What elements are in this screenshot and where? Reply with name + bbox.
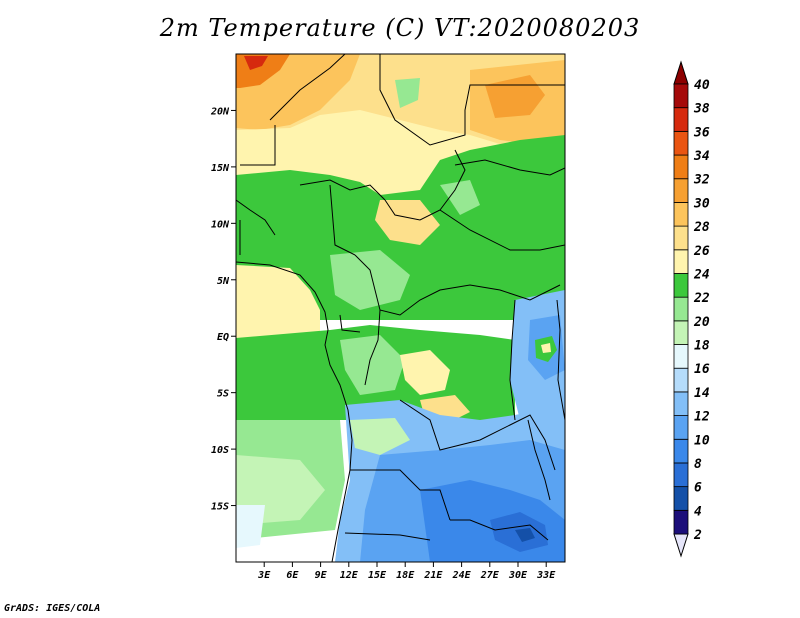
lat-tick-label: 10N xyxy=(211,219,230,230)
colorbar-swatch xyxy=(673,225,689,251)
lon-tick-label: 3E xyxy=(257,570,271,581)
lon-tick-label: 30E xyxy=(508,570,528,581)
colorbar-swatch xyxy=(673,273,689,298)
lon-tick-label: 6E xyxy=(286,570,299,581)
region-gulf-of-guinea-ocean xyxy=(236,265,320,338)
colorbar-max-arrow xyxy=(673,60,689,85)
colorbar-swatch xyxy=(673,178,689,203)
colorbar-swatch xyxy=(673,462,689,488)
colorbar-label: 8 xyxy=(694,457,702,472)
grads-credit: GrADS: IGES/COLA xyxy=(4,603,101,614)
colorbar-swatch xyxy=(673,83,689,109)
map-frame xyxy=(235,53,566,563)
lat-tick-label: 5N xyxy=(217,276,230,287)
lon-tick-label: 24E xyxy=(452,570,472,581)
longitude-axis: 3E 6E 9E 12E 15E 18E 21E 24E 27E 30E 33E xyxy=(257,562,556,581)
colorbar-swatch xyxy=(673,130,689,156)
colorbar-swatch xyxy=(673,202,689,227)
lon-tick-label: 21E xyxy=(423,570,443,581)
lat-tick-label: 20N xyxy=(210,106,230,117)
colorbar-swatch xyxy=(673,320,689,345)
colorbar-swatch xyxy=(673,249,689,274)
colorbar-swatch xyxy=(673,367,689,393)
colorbar-swatch xyxy=(673,509,689,535)
colorbar-swatch xyxy=(673,391,689,416)
latitude-axis: 20N 15N 10N 5N EQ 5S 10S 15S xyxy=(210,106,236,513)
colorbar-swatch xyxy=(673,296,689,322)
colorbar-label: 30 xyxy=(693,196,710,211)
colorbar-label: 32 xyxy=(693,173,710,188)
colorbar-label: 2 xyxy=(693,528,702,543)
colorbar-label: 26 xyxy=(693,244,710,259)
lat-tick-label: 5S xyxy=(217,389,229,400)
temperature-field xyxy=(236,54,565,562)
colorbar-swatch xyxy=(673,344,689,369)
colorbar-swatch xyxy=(673,438,689,464)
colorbar-label: 24 xyxy=(693,267,710,282)
colorbar-label: 16 xyxy=(694,362,710,377)
colorbar-label: 12 xyxy=(694,410,710,425)
lat-tick-label: 15N xyxy=(211,163,230,174)
lon-tick-label: 12E xyxy=(340,570,359,581)
lon-tick-label: 15E xyxy=(368,570,387,581)
colorbar-min-arrow xyxy=(673,533,689,558)
colorbar-label: 18 xyxy=(694,339,710,354)
colorbar-label: 28 xyxy=(693,220,710,235)
lon-tick-label: 27E xyxy=(480,570,500,581)
colorbar-swatch xyxy=(673,107,689,132)
lon-tick-label: 18E xyxy=(396,570,415,581)
colorbar-label: 20 xyxy=(693,315,710,330)
lon-tick-label: 33E xyxy=(536,570,556,581)
colorbar-label: 10 xyxy=(694,433,710,448)
region-congo-warm-patches xyxy=(400,350,450,395)
lat-tick-label: EQ xyxy=(217,332,229,343)
colorbar-label: 36 xyxy=(693,125,710,140)
lat-tick-label: 10S xyxy=(211,445,229,456)
colorbar-label: 4 xyxy=(694,504,702,519)
colorbar-label: 38 xyxy=(693,102,710,117)
colorbar-swatch xyxy=(673,154,689,180)
map-title: 2m Temperature (C) VT:2020080203 xyxy=(159,14,641,42)
lat-tick-label: 15S xyxy=(211,502,229,513)
lon-tick-label: 9E xyxy=(315,570,328,581)
colorbar-swatch xyxy=(673,486,689,511)
colorbar-label: 34 xyxy=(693,149,710,164)
colorbar-label: 6 xyxy=(694,481,702,496)
colorbar-label: 22 xyxy=(693,291,710,306)
colorbar-label: 14 xyxy=(694,386,710,401)
country-borders xyxy=(236,54,565,562)
colorbar-swatch xyxy=(673,415,689,440)
colorbar-label: 40 xyxy=(694,78,710,93)
